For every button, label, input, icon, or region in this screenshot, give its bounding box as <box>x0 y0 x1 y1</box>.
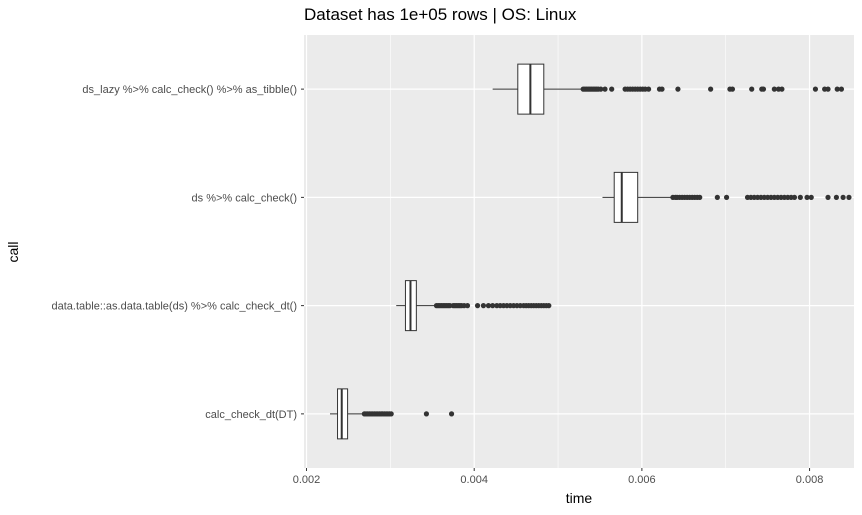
outlier-point <box>791 194 798 200</box>
outlier-point <box>645 86 652 92</box>
outlier-point <box>779 86 785 92</box>
outlier-point <box>833 194 839 200</box>
y-tick-label: ds_lazy %>% calc_check() %>% as_tibble() <box>82 84 297 96</box>
outlier-point <box>598 86 604 92</box>
chart-title: Dataset has 1e+05 rows | OS: Linux <box>304 5 577 24</box>
box-group <box>396 280 552 332</box>
box-group <box>602 171 852 223</box>
y-axis-title: call <box>5 241 21 262</box>
outlier-point <box>659 86 665 92</box>
x-axis-title: time <box>566 490 593 506</box>
outlier-point <box>602 86 608 92</box>
outlier-point <box>771 86 777 92</box>
outlier-point <box>812 86 819 92</box>
outlier-point <box>729 86 736 92</box>
outlier-point <box>423 411 430 417</box>
outlier-point <box>490 303 496 309</box>
boxes-layer <box>329 63 852 440</box>
outlier-point <box>825 86 831 92</box>
outlier-point <box>749 86 755 92</box>
y-tick-label: calc_check_dt(DT) <box>205 409 297 421</box>
y-axis: ds_lazy %>% calc_check() %>% as_tibble()… <box>52 84 304 421</box>
outlier-point <box>464 303 471 309</box>
outlier-point <box>474 303 481 309</box>
outlier-point <box>834 86 840 92</box>
y-tick-label: data.table::as.data.table(ds) %>% calc_c… <box>52 301 298 313</box>
outlier-point <box>697 194 703 200</box>
minor-gridlines <box>390 35 727 468</box>
outlier-point <box>546 303 552 309</box>
y-tick-label: ds %>% calc_check() <box>192 192 297 204</box>
plot-panel <box>304 35 854 468</box>
outlier-point <box>675 86 681 92</box>
outlier-point <box>808 194 814 200</box>
outlier-point <box>840 194 846 200</box>
outlier-point <box>714 194 720 200</box>
outlier-point <box>609 86 615 92</box>
x-tick-label: 0.004 <box>460 474 488 486</box>
box-group <box>492 63 845 115</box>
x-tick-label: 0.002 <box>293 474 321 486</box>
outlier-point <box>838 86 845 92</box>
outlier-point <box>480 303 487 309</box>
outlier-point <box>760 86 767 92</box>
outlier-point <box>797 194 803 200</box>
outlier-point <box>708 86 714 92</box>
box <box>613 171 639 223</box>
x-tick-label: 0.008 <box>796 474 824 486</box>
x-tick-label: 0.006 <box>628 474 656 486</box>
x-axis: 0.002 0.004 0.006 0.008 <box>293 468 824 486</box>
outlier-point <box>825 194 831 200</box>
outlier-point <box>448 411 455 417</box>
outlier-point <box>485 303 492 309</box>
outlier-point <box>723 194 730 200</box>
outlier-point <box>388 411 394 417</box>
outlier-point <box>846 194 852 200</box>
box-group <box>329 388 455 440</box>
outlier-point <box>804 194 810 200</box>
